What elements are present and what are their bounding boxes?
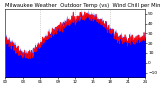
Text: Milwaukee Weather  Outdoor Temp (vs)  Wind Chill per Minute (Last 24 Hours): Milwaukee Weather Outdoor Temp (vs) Wind… (5, 3, 160, 8)
